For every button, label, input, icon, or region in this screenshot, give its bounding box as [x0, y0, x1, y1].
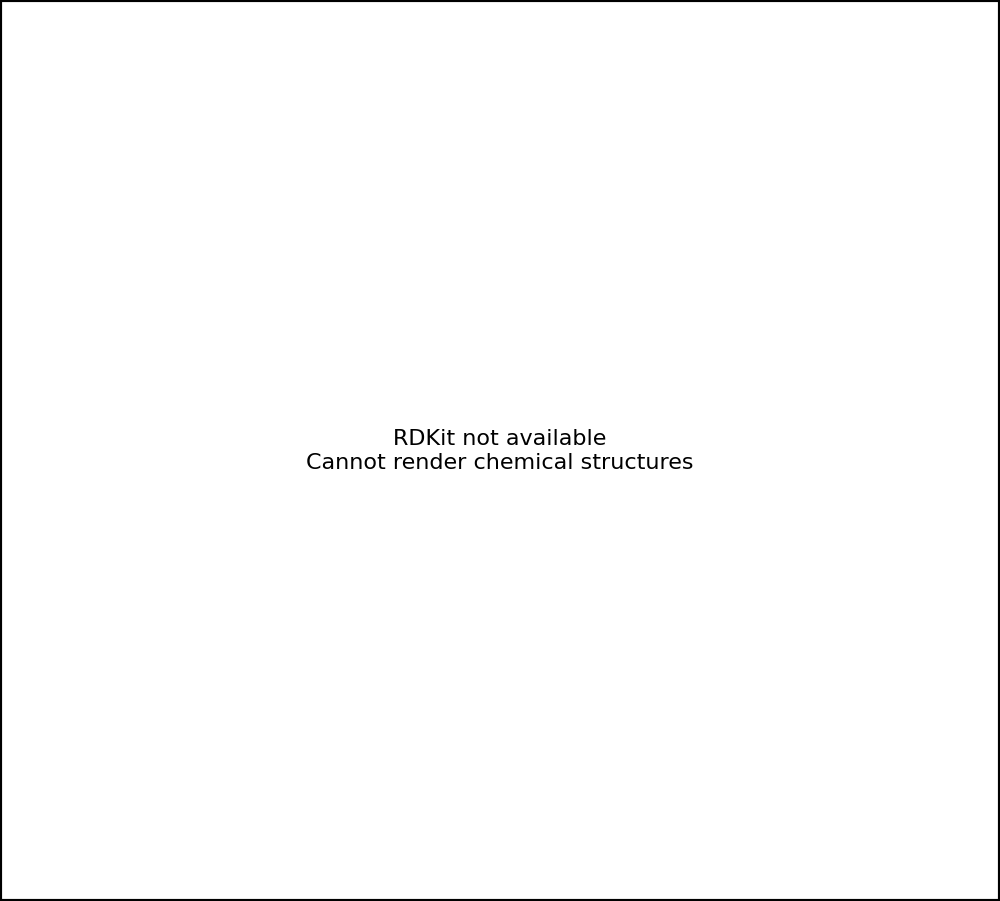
Text: RDKit not available
Cannot render chemical structures: RDKit not available Cannot render chemic…	[306, 430, 694, 473]
